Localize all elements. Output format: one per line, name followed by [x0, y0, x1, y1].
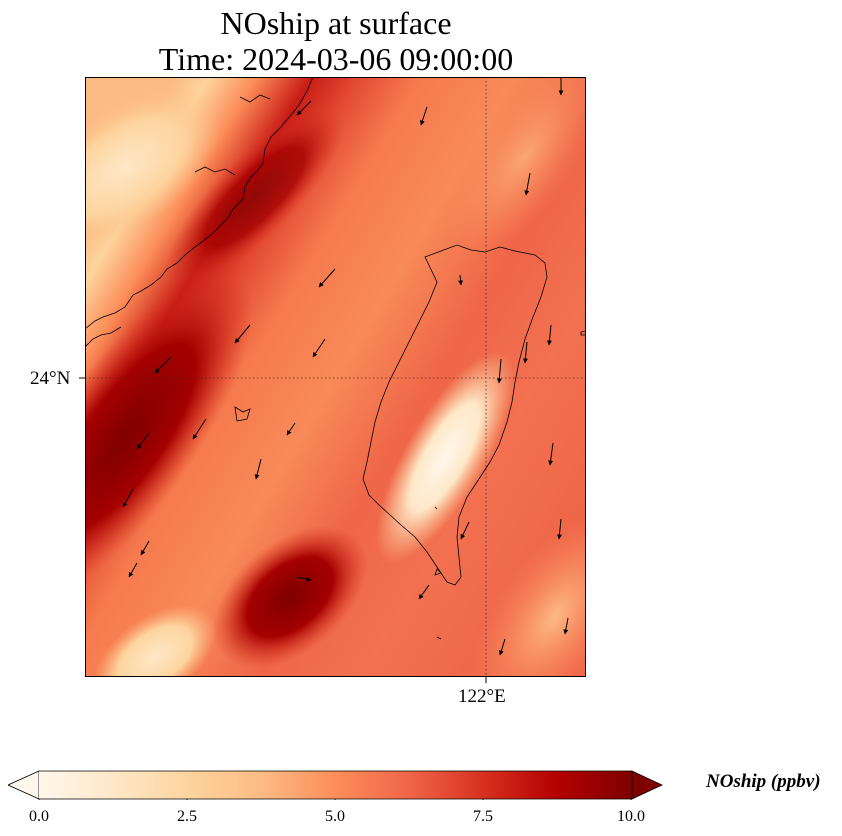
colorbar-min-extend: [8, 770, 40, 800]
lat-tick-label: 24°N: [30, 368, 71, 389]
colorbar-tick-4: 10.0: [617, 808, 645, 825]
colorbar-tick-3: 7.5: [473, 808, 493, 825]
map-frame: [85, 77, 586, 677]
colorbar-tick-2: 5.0: [325, 808, 345, 825]
wind-vectors: [122, 77, 569, 656]
colorbar-tick-1: 2.5: [177, 808, 197, 825]
colorbar: [8, 770, 663, 800]
coastline: [85, 77, 586, 640]
colorbar-label: NOship (ppbv): [706, 771, 821, 792]
colorbar-gradient: [39, 771, 632, 799]
map-panel: [85, 77, 586, 677]
colorbar-max-extend: [631, 770, 663, 800]
concentration-field: [85, 77, 586, 677]
plot-title-line1: NOship at surface: [220, 5, 452, 41]
lon-tick-label: 122°E: [458, 686, 506, 707]
gridlines: [85, 77, 586, 677]
plot-title-line2: Time: 2024-03-06 09:00:00: [158, 41, 514, 77]
colorbar-tick-0: 0.0: [29, 808, 49, 825]
